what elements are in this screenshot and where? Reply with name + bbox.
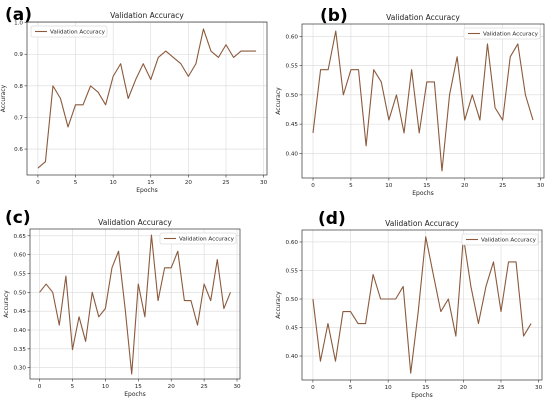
y-tick-label: 0.60: [286, 34, 299, 40]
y-axis-label: Accuracy: [0, 84, 7, 112]
y-tick-label: 0.40: [286, 151, 299, 157]
series-line: [39, 234, 231, 375]
y-tick-label: 0.60: [286, 240, 299, 246]
legend-box: [461, 233, 539, 246]
y-tick-label: 0.55: [286, 268, 299, 274]
chart-panel-4: (d) Validation Accuracy 0 5 10 15 20 25 30 0.40 0.…: [275, 209, 543, 399]
panel-letter: (c): [5, 208, 31, 228]
y-tick-label: 0.50: [286, 93, 299, 99]
x-tick-label: 5: [349, 183, 353, 189]
plot-frame: [29, 228, 241, 380]
x-tick-label: 15: [147, 180, 155, 186]
x-tick-label: 20: [460, 385, 468, 391]
y-tick-label: 0.50: [14, 290, 27, 296]
series-line: [312, 236, 532, 374]
x-tick-label: 10: [110, 180, 118, 186]
legend-label: Validation Accuracy: [481, 238, 537, 244]
x-tick-label: 30: [535, 385, 543, 391]
x-tick-label: 5: [349, 385, 353, 391]
x-tick-label: 15: [422, 385, 430, 391]
legend-box: [463, 27, 541, 40]
plot-frame: [301, 23, 545, 179]
legend-box: [30, 25, 108, 38]
x-tick-label: 20: [168, 384, 176, 390]
chart-panel-2: (b) Validation Accuracy 0 5 10 15 20 25 30 0.40 0.…: [275, 6, 545, 197]
x-tick-label: 15: [423, 183, 431, 189]
y-tick-label: 0.45: [14, 309, 27, 315]
y-axis-label: Accuracy: [3, 290, 10, 318]
y-tick-label: 0.65: [14, 234, 27, 240]
legend: Validation Accuracy: [461, 233, 539, 246]
x-axis-label: Epochs: [136, 187, 158, 194]
x-tick-label: 5: [74, 180, 78, 186]
x-tick-label: 0: [311, 183, 315, 189]
x-tick-label: 30: [233, 384, 241, 390]
x-tick-label: 20: [461, 183, 469, 189]
x-tick-label: 10: [102, 384, 110, 390]
x-tick-label: 15: [135, 384, 143, 390]
y-tick-label: 0.50: [286, 297, 299, 303]
y-tick-label: 0.55: [286, 64, 299, 70]
x-tick-label: 25: [499, 183, 507, 189]
x-tick-label: 0: [311, 385, 315, 391]
x-tick-label: 30: [260, 180, 268, 186]
x-axis-label: Epochs: [411, 392, 433, 399]
y-tick-label: 0.7: [14, 115, 23, 121]
x-tick-label: 30: [537, 183, 545, 189]
x-tick-label: 10: [385, 385, 393, 391]
y-tick-label: 0.40: [14, 328, 27, 334]
y-tick-label: 0.6: [14, 147, 23, 153]
legend-label: Validation Accuracy: [50, 30, 106, 36]
plot-frame: [301, 229, 543, 381]
x-tick-label: 20: [185, 180, 193, 186]
x-tick-label: 25: [201, 384, 209, 390]
x-tick-label: 5: [71, 384, 75, 390]
y-tick-label: 1.0: [14, 21, 23, 27]
x-tick-label: 25: [497, 385, 505, 391]
y-axis-label: Accuracy: [275, 291, 282, 319]
y-tick-label: 0.9: [14, 52, 23, 58]
y-tick-label: 0.8: [14, 84, 23, 90]
y-axis-label: Accuracy: [275, 87, 282, 115]
chart-panel-1: (a) Validation Accuracy 0 5 10 15 20 25 30 0.6 0.7…: [0, 5, 268, 194]
y-tick-label: 0.30: [14, 366, 27, 372]
x-axis-label: Epochs: [412, 190, 434, 197]
legend: Validation Accuracy: [463, 27, 541, 40]
series-line: [37, 28, 257, 169]
y-tick-label: 0.45: [286, 326, 299, 332]
x-axis-label: Epochs: [124, 391, 146, 398]
legend: Validation Accuracy: [30, 25, 108, 38]
y-tick-label: 0.60: [14, 253, 27, 259]
chart-title: Validation Accuracy: [386, 13, 460, 22]
legend-label: Validation Accuracy: [179, 237, 235, 243]
y-tick-label: 0.40: [286, 354, 299, 360]
legend-box: [159, 232, 237, 245]
y-tick-label: 0.45: [286, 122, 299, 128]
x-tick-label: 0: [38, 384, 42, 390]
y-tick-label: 0.35: [14, 347, 27, 353]
chart-title: Validation Accuracy: [98, 218, 172, 227]
chart-title: Validation Accuracy: [110, 11, 184, 20]
x-tick-label: 10: [385, 183, 393, 189]
legend-label: Validation Accuracy: [483, 32, 539, 38]
chart-panel-3: (c) Validation Accuracy 0 5 10 15 20 25 30 0.30 0.…: [3, 208, 241, 398]
chart-title: Validation Accuracy: [385, 219, 459, 228]
series-line: [312, 30, 534, 172]
panel-letter: (a): [5, 5, 32, 25]
x-tick-label: 0: [36, 180, 40, 186]
panel-letter: (b): [320, 6, 348, 26]
y-tick-label: 0.55: [14, 271, 27, 277]
panel-letter: (d): [318, 209, 346, 229]
plot-frame: [26, 21, 268, 176]
legend: Validation Accuracy: [159, 232, 237, 245]
x-tick-label: 25: [222, 180, 230, 186]
